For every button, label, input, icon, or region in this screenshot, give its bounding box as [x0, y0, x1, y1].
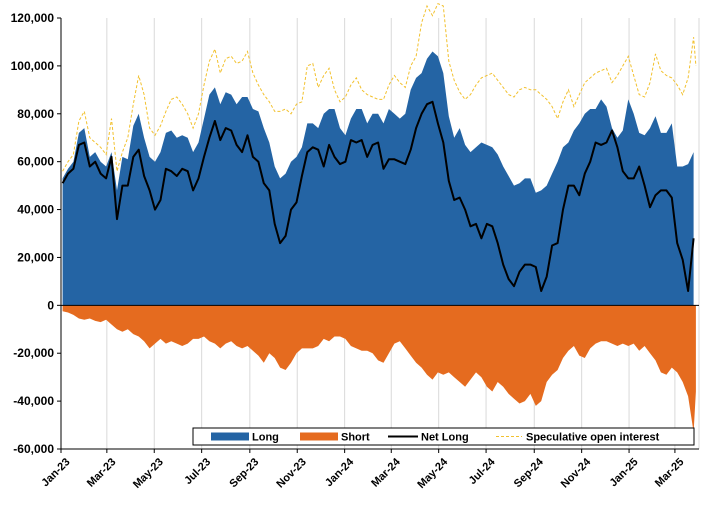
y-tick-label: 40,000 [17, 203, 54, 217]
y-axis-ticks: 120,000 100,000 80,000 60,000 40,000 20,000 0 -… [11, 11, 61, 456]
area-series [62, 51, 696, 433]
y-tick-label: 0 [47, 298, 54, 312]
series-long-area [62, 51, 694, 306]
y-tick-label: -60,000 [13, 442, 54, 456]
y-tick-label: -20,000 [13, 346, 54, 360]
legend: Long Short Net Long Speculative open int… [192, 427, 695, 446]
axes [60, 18, 699, 450]
y-tick-label: 120,000 [11, 11, 55, 25]
legend-label-long: Long [252, 432, 279, 444]
y-tick-label: 100,000 [11, 59, 55, 73]
series-net-long-line [61, 100, 695, 292]
legend-label-net-long: Net Long [421, 432, 469, 444]
legend-swatch-short [300, 432, 338, 441]
legend-label-short: Short [341, 432, 370, 444]
legend-swatch-long [211, 432, 249, 441]
y-tick-label: -40,000 [13, 394, 54, 408]
y-tick-label: 20,000 [17, 250, 54, 264]
y-tick-label: 80,000 [17, 107, 54, 121]
y-tick-label: 60,000 [17, 155, 54, 169]
line-series [61, 2, 697, 292]
series-short-area [62, 305, 696, 433]
series-open-interest-line [62, 2, 697, 172]
legend-box [192, 427, 695, 446]
legend-label-open-interest: Speculative open interest [526, 432, 660, 444]
